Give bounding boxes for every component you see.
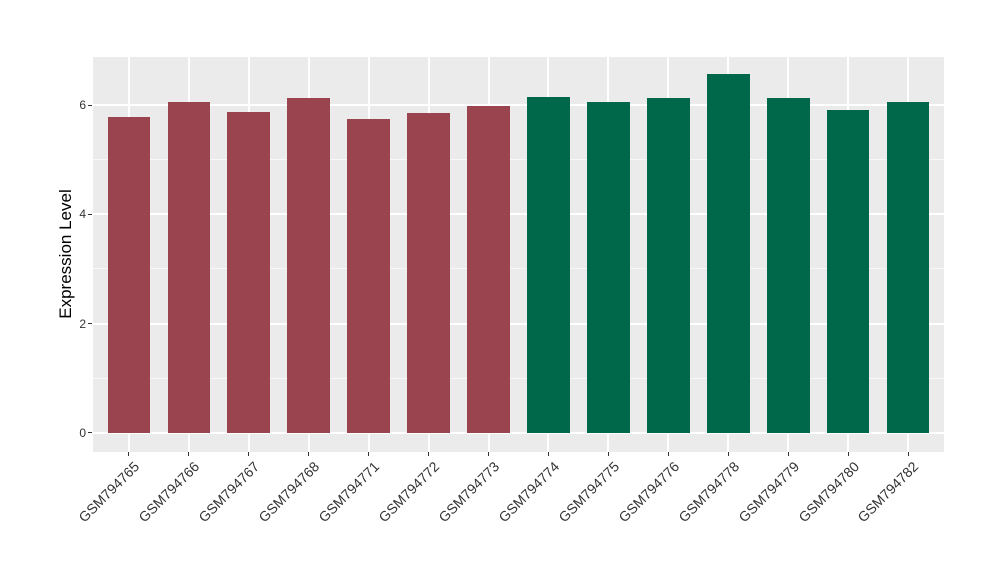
x-tick-mark (727, 452, 729, 456)
x-tick-mark (128, 452, 130, 456)
x-tick-mark (308, 452, 310, 456)
x-tick-mark (607, 452, 609, 456)
x-tick-mark (547, 452, 549, 456)
gridline-major (93, 104, 944, 107)
gridline-major (93, 322, 944, 325)
y-tick-label: 2 (79, 316, 86, 331)
x-tick-mark (847, 452, 849, 456)
y-tick-label: 6 (79, 98, 86, 113)
y-tick-label: 0 (79, 425, 86, 440)
y-tick-mark (88, 323, 92, 325)
bar-GSM794772 (407, 113, 450, 433)
bar-GSM794782 (886, 102, 930, 433)
y-axis-title: Expression Level (56, 189, 75, 319)
x-tick-mark (368, 452, 370, 456)
bar-GSM794768 (287, 97, 331, 433)
bar-GSM794775 (587, 102, 630, 433)
x-tick-mark (428, 452, 430, 456)
bar-GSM794776 (646, 97, 690, 433)
plot-panel (93, 57, 944, 452)
gridline-major (93, 431, 944, 434)
x-tick-mark (907, 452, 909, 456)
x-tick-mark (188, 452, 190, 456)
bar-GSM794765 (107, 116, 151, 433)
y-tick-mark (88, 213, 92, 215)
bar-GSM794779 (766, 97, 810, 433)
y-tick-mark (88, 432, 92, 434)
gridline-minor (93, 268, 944, 270)
gridline-minor (93, 377, 944, 379)
y-tick-label: 4 (79, 207, 86, 222)
x-tick-mark (488, 452, 490, 456)
x-tick-mark (667, 452, 669, 456)
bar-GSM794773 (467, 106, 510, 433)
gridline-minor (93, 159, 944, 161)
bar-GSM794780 (826, 109, 870, 433)
x-tick-mark (248, 452, 250, 456)
bar-GSM794767 (227, 111, 271, 433)
bar-GSM794771 (347, 119, 390, 433)
x-tick-mark (787, 452, 789, 456)
gridline-major (93, 213, 944, 216)
bar-GSM794774 (527, 96, 570, 433)
y-tick-mark (88, 104, 92, 106)
bar-GSM794766 (167, 101, 211, 433)
bar-GSM794778 (706, 74, 750, 433)
